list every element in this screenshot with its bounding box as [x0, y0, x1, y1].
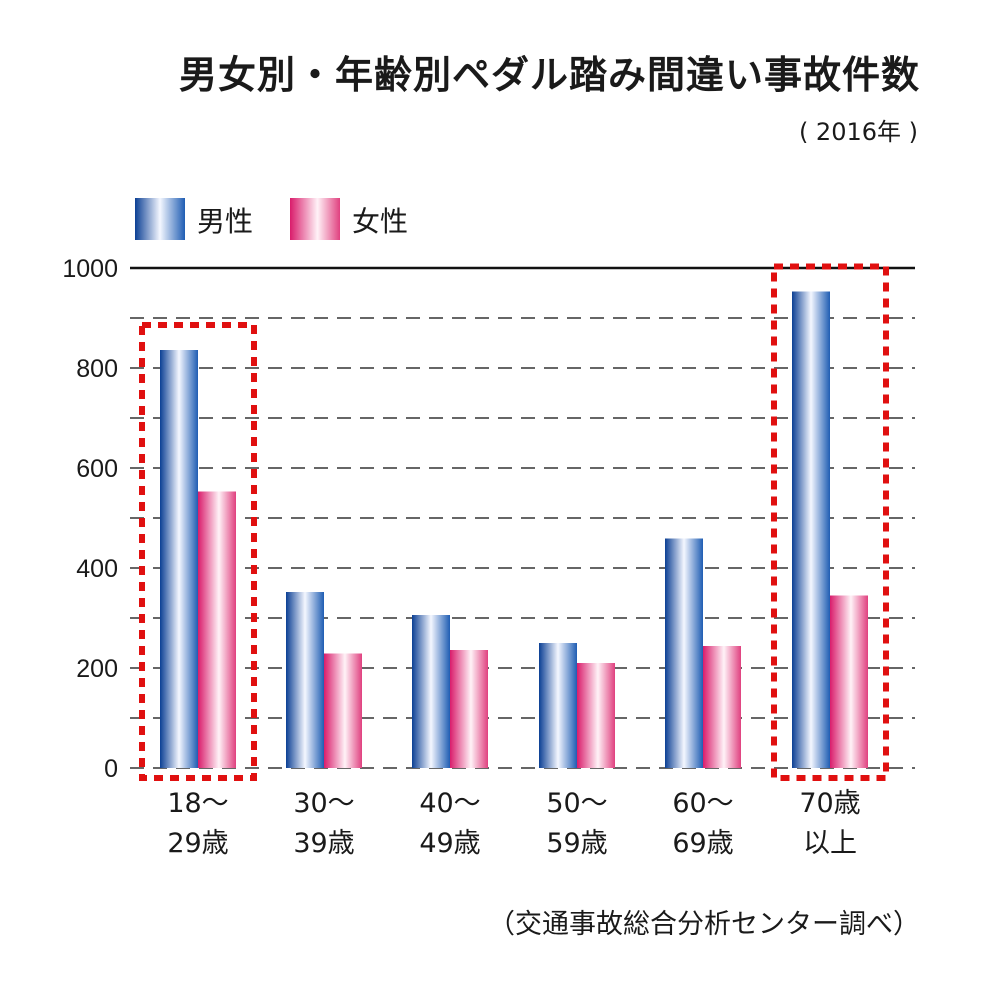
grid-lines	[130, 266, 915, 769]
y-tick-label: 0	[104, 755, 118, 783]
y-tick-label: 1000	[62, 255, 118, 283]
legend-swatch-female	[290, 198, 340, 240]
x-tick-label: 29歳	[167, 828, 228, 859]
y-tick-label: 200	[76, 655, 118, 683]
bar-male	[160, 350, 198, 768]
legend-label: 女性	[352, 205, 408, 238]
y-tick-label: 400	[76, 555, 118, 583]
bar-female	[450, 650, 488, 768]
bars	[160, 291, 868, 768]
x-tick-label: 50～	[546, 788, 607, 819]
bar-male	[286, 592, 324, 768]
bar-female	[703, 646, 741, 768]
x-tick-label: 69歳	[672, 828, 733, 859]
legend-label: 男性	[197, 205, 253, 238]
bar-male	[539, 643, 577, 768]
x-tick-label: 40～	[419, 788, 480, 819]
bar-female	[198, 491, 236, 768]
x-tick-label: 70歳	[799, 788, 860, 819]
legend: 男性 女性	[135, 198, 408, 240]
y-tick-label: 600	[76, 455, 118, 483]
legend-swatch-male	[135, 198, 185, 240]
x-tick-label: 18～	[167, 788, 228, 819]
highlight-boxes	[139, 263, 889, 781]
chart-subtitle: ( 2016年 )	[798, 118, 918, 146]
bar-male	[792, 291, 830, 768]
x-tick-label: 30～	[293, 788, 354, 819]
bar-female	[577, 663, 615, 768]
source-note: （交通事故総合分析センター調べ）	[488, 909, 920, 940]
highlight-box	[771, 263, 889, 781]
bar-male	[412, 615, 450, 768]
x-tick-label: 以上	[803, 828, 857, 859]
x-tick-label: 39歳	[293, 828, 354, 859]
y-tick-label: 800	[76, 355, 118, 383]
x-tick-label: 49歳	[419, 828, 480, 859]
bar-female	[324, 653, 362, 768]
x-tick-label: 60～	[672, 788, 733, 819]
y-axis: 0 200 400 600 800 1000	[62, 255, 118, 783]
chart-title: 男女別・年齢別ペダル踏み間違い事故件数	[178, 53, 920, 97]
bar-male	[665, 538, 703, 768]
bar-female	[830, 595, 868, 768]
highlight-box	[139, 322, 257, 781]
x-tick-label: 59歳	[546, 828, 607, 859]
